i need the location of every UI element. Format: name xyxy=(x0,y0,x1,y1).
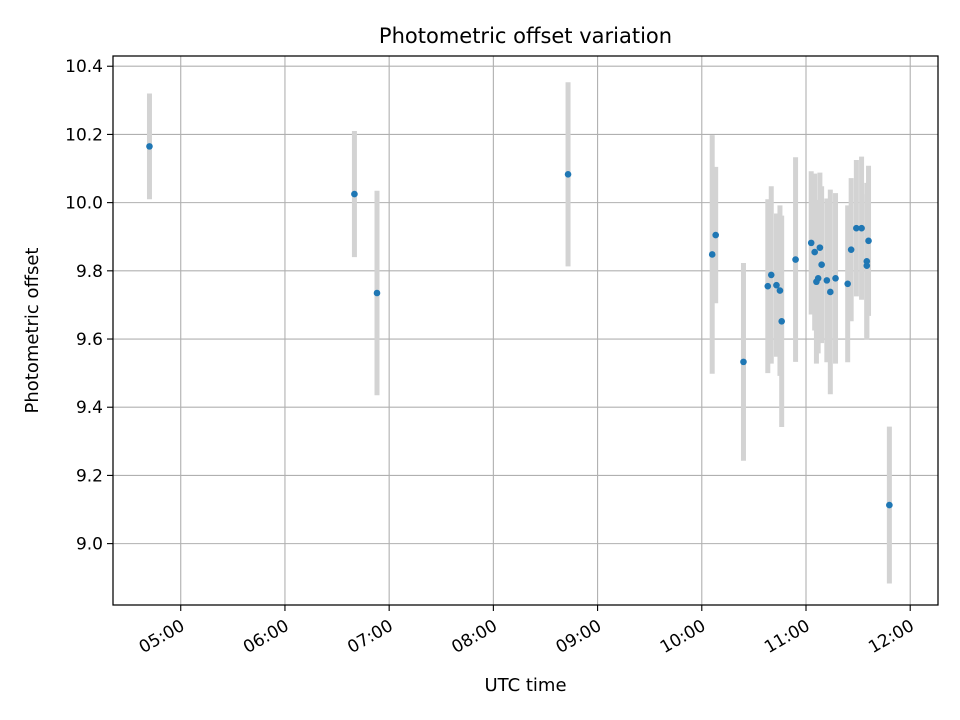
data-point xyxy=(832,275,839,282)
y-tick-label: 9.8 xyxy=(76,262,103,282)
y-tick-label: 10.4 xyxy=(65,57,103,77)
data-point xyxy=(712,231,719,239)
data-point xyxy=(863,262,871,270)
data-point xyxy=(778,317,785,325)
chart-title: Photometric offset variation xyxy=(379,24,672,48)
data-point xyxy=(844,280,851,288)
data-point xyxy=(858,224,865,232)
data-point xyxy=(816,244,824,251)
data-point xyxy=(764,282,772,290)
plot-frame xyxy=(112,55,939,606)
grid xyxy=(113,56,938,605)
y-tick-label: 9.0 xyxy=(76,535,103,555)
y-tick-label: 10.0 xyxy=(65,194,103,214)
data-point xyxy=(818,261,825,268)
data-point xyxy=(811,248,818,256)
data-point xyxy=(814,275,822,282)
y-axis-label: Photometric offset xyxy=(22,248,43,414)
x-axis-label: UTC time xyxy=(484,675,566,696)
data-point xyxy=(853,224,860,232)
data-point xyxy=(847,246,855,253)
data-point xyxy=(807,239,815,247)
y-tick-label: 9.2 xyxy=(76,466,103,486)
y-tick-label: 10.2 xyxy=(65,125,103,145)
data-point xyxy=(792,256,799,263)
data-point xyxy=(886,501,893,509)
data-point xyxy=(740,358,747,366)
data-point xyxy=(767,271,775,279)
data-point xyxy=(373,289,381,297)
data-point xyxy=(827,288,834,296)
data-point xyxy=(773,281,780,289)
data-point xyxy=(776,287,784,294)
y-tick-label: 9.6 xyxy=(76,330,103,350)
data-point xyxy=(865,237,872,245)
data-point xyxy=(564,171,572,178)
data-point xyxy=(146,143,153,150)
data-point xyxy=(708,251,716,258)
y-tick-label: 9.4 xyxy=(76,398,103,418)
data-point xyxy=(351,190,358,198)
data-point xyxy=(823,277,831,284)
data-points xyxy=(146,143,893,509)
